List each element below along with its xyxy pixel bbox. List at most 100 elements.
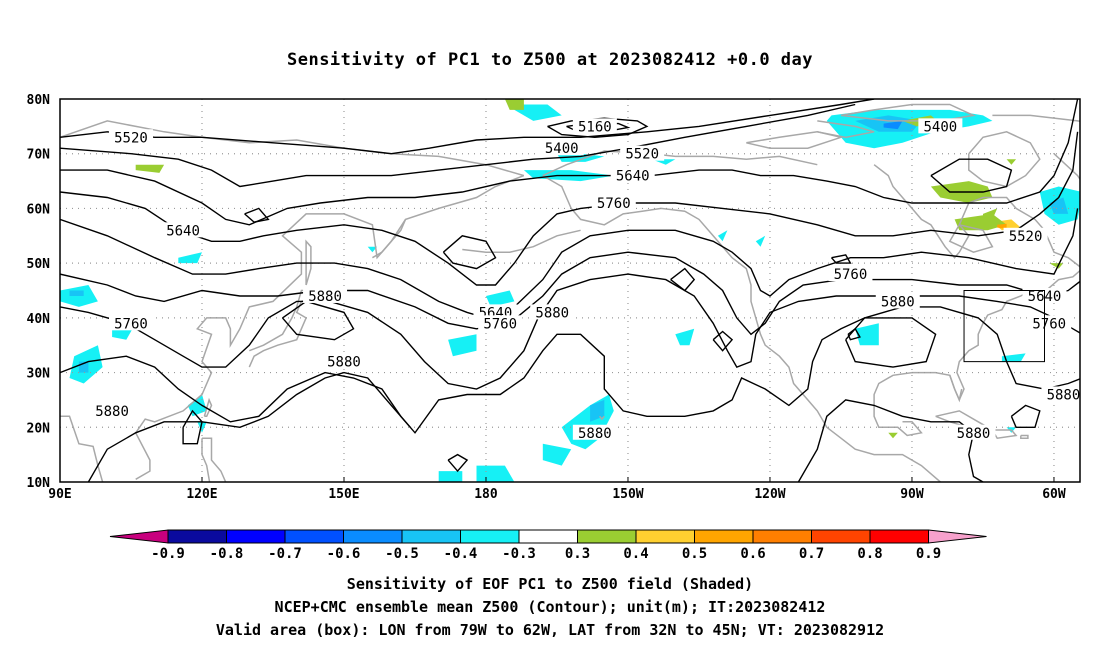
shaded-region: [1006, 159, 1017, 165]
coastline: [134, 174, 525, 480]
contour-label: 5880: [530, 304, 575, 321]
contour-label: 5880: [875, 293, 920, 310]
coastline: [992, 114, 1080, 123]
contour-label: 5520: [1003, 227, 1048, 245]
contour-label: 5400: [918, 118, 963, 135]
z500-contour-line: [60, 251, 1080, 336]
svg-text:5880: 5880: [578, 426, 612, 442]
coastline: [1053, 153, 1080, 181]
svg-text:5160: 5160: [578, 119, 612, 135]
map-title: Sensitivity of PC1 to Z500 at 2023082412…: [286, 50, 813, 70]
colorbar-swatch: [577, 529, 637, 544]
z500-contour-line: [60, 208, 1079, 319]
z500-contour-line: [830, 254, 852, 264]
z500-contour-line: [670, 267, 696, 292]
colorbar-swatch: [343, 529, 403, 544]
colorbar-label: 0.7: [799, 546, 824, 562]
contour-label: 5160: [572, 118, 617, 135]
coastline: [60, 120, 525, 177]
lon-label: 90E: [48, 487, 71, 502]
svg-text:5760: 5760: [1032, 316, 1066, 332]
coastline: [60, 415, 104, 482]
z500-contour-line: [182, 409, 203, 445]
contour-label: 5760: [478, 315, 523, 332]
colorbar-label: 0.5: [682, 546, 707, 562]
z500-contour-line: [60, 273, 1080, 390]
svg-text:5520: 5520: [114, 130, 148, 146]
lon-label: 180: [474, 487, 498, 502]
colorbar-swatch: [167, 529, 227, 544]
contour-label: 5520: [620, 145, 665, 163]
lat-label: 10N: [27, 476, 51, 491]
contour-label: 5880: [303, 287, 348, 305]
colorbar-label: -0.4: [444, 546, 478, 562]
shaded-region: [504, 99, 524, 110]
coastline: [203, 397, 213, 418]
contour-label: 5880: [572, 424, 617, 442]
coastline: [462, 229, 581, 253]
colorbar-label: -0.8: [210, 546, 244, 562]
contour-label: 5760: [591, 194, 636, 212]
colorbar-label: -0.7: [268, 546, 302, 562]
shaded-region: [997, 223, 1007, 229]
svg-text:5400: 5400: [545, 141, 579, 157]
coastline: [991, 429, 1018, 440]
shaded-region: [675, 328, 695, 346]
coastline: [968, 131, 1041, 188]
lon-label: 150W: [612, 487, 643, 502]
coastline: [542, 150, 818, 177]
svg-text:5760: 5760: [114, 316, 148, 332]
coastline: [948, 223, 994, 253]
colorbar-label: 0.6: [740, 546, 765, 562]
z500-contour-line: [447, 453, 469, 473]
contour-label: 5640: [161, 222, 206, 239]
contour-label: 5880: [321, 353, 366, 371]
shaded-region: [1001, 353, 1026, 362]
svg-text:5760: 5760: [597, 196, 631, 212]
lon-label: 150E: [328, 487, 359, 502]
z500-contour-line: [60, 131, 1079, 286]
shaded-region: [514, 104, 562, 121]
z500-contour-line: [1010, 404, 1041, 428]
colorbar-label: -0.5: [385, 546, 419, 562]
shaded-region: [367, 246, 378, 253]
shaded-region: [69, 290, 84, 296]
contour-label: 5520: [108, 129, 153, 146]
colorbar-label: -0.9: [151, 546, 185, 562]
contour-label: 5880: [1041, 386, 1086, 403]
colorbar-swatch: [518, 529, 578, 544]
colorbar-label: 0.9: [916, 546, 941, 562]
colorbar-swatch: [869, 529, 929, 544]
shaded-region: [542, 443, 572, 466]
svg-text:5880: 5880: [308, 289, 342, 305]
svg-text:5760: 5760: [483, 316, 517, 332]
shaded-region: [197, 421, 207, 433]
z500-contour-line: [60, 103, 856, 188]
shaded-region: [135, 164, 165, 173]
contour-labels: 5520 5160 5400 5520 5640 5400 5760 5640 5520 5760…: [90, 118, 1086, 442]
colorbar-swatch: [401, 529, 461, 544]
svg-text:5880: 5880: [881, 294, 915, 310]
lat-label: 70N: [27, 148, 51, 163]
shaded-region: [1049, 263, 1064, 269]
z500-contour-line: [60, 99, 875, 155]
coastline: [599, 415, 605, 421]
lat-label: 30N: [27, 367, 51, 382]
svg-text:5880: 5880: [95, 404, 129, 420]
coastline: [372, 219, 407, 259]
z500-contour-line: [442, 235, 497, 270]
shaded-region: [476, 465, 515, 482]
contour-label: 5400: [539, 140, 584, 157]
coastline: [949, 375, 963, 403]
colorbar-swatch: [694, 529, 754, 544]
coastline: [305, 239, 312, 286]
lat-label: 20N: [27, 421, 51, 436]
svg-text:5880: 5880: [1047, 387, 1081, 403]
lon-label: 120E: [186, 487, 217, 502]
colorbar-left-triangle: [109, 529, 169, 544]
coastline: [201, 437, 227, 482]
z500-contour-line: [281, 300, 355, 341]
colorbar-right-triangle: [928, 529, 987, 544]
shaded-region: [883, 120, 903, 130]
shaded-region: [438, 471, 463, 482]
